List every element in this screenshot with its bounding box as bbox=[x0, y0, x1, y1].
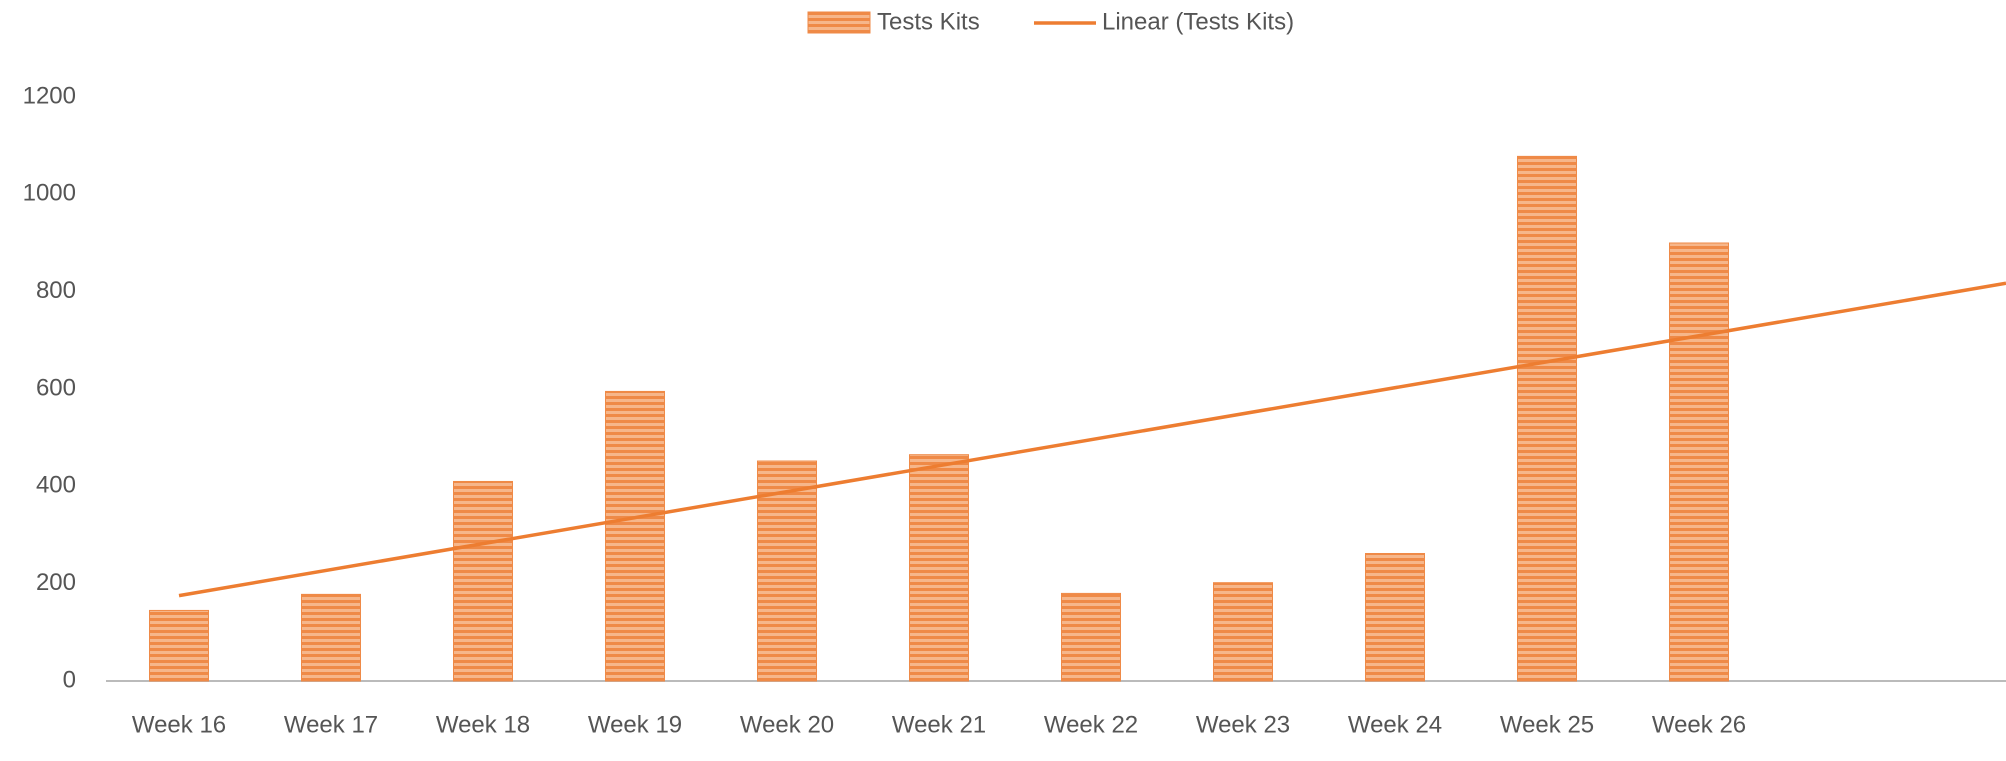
y-tick-label: 200 bbox=[36, 569, 76, 596]
y-tick-label: 800 bbox=[36, 277, 76, 304]
bar bbox=[1213, 582, 1273, 682]
bar bbox=[909, 454, 969, 682]
x-tick-label: Week 25 bbox=[1500, 711, 1594, 738]
x-tick-label: Week 22 bbox=[1044, 711, 1138, 738]
x-tick-label: Week 16 bbox=[132, 711, 226, 738]
bar bbox=[149, 609, 209, 682]
x-tick-label: Week 18 bbox=[436, 711, 530, 738]
x-tick-label: Week 21 bbox=[892, 711, 986, 738]
legend-label: Tests Kits bbox=[877, 8, 980, 35]
bar bbox=[453, 480, 513, 682]
y-tick-label: 600 bbox=[36, 374, 76, 401]
y-tick-label: 400 bbox=[36, 472, 76, 499]
x-tick-label: Week 17 bbox=[284, 711, 378, 738]
bar bbox=[1669, 242, 1729, 682]
x-tick-label: Week 20 bbox=[740, 711, 834, 738]
y-tick-label: 1200 bbox=[23, 82, 76, 109]
bar bbox=[1365, 552, 1425, 682]
bar bbox=[1061, 592, 1121, 682]
y-tick-label: 0 bbox=[63, 666, 76, 693]
legend-label: Linear (Tests Kits) bbox=[1102, 8, 1294, 35]
legend-swatch bbox=[807, 11, 871, 34]
x-tick-label: Week 23 bbox=[1196, 711, 1290, 738]
bar bbox=[1517, 155, 1577, 682]
bar bbox=[301, 593, 361, 682]
x-tick-label: Week 24 bbox=[1348, 711, 1442, 738]
bar bbox=[757, 460, 817, 682]
bar bbox=[605, 390, 665, 682]
x-tick-label: Week 26 bbox=[1652, 711, 1746, 738]
trendline bbox=[178, 281, 2006, 598]
y-tick-label: 1000 bbox=[23, 180, 76, 207]
x-tick-label: Week 19 bbox=[588, 711, 682, 738]
